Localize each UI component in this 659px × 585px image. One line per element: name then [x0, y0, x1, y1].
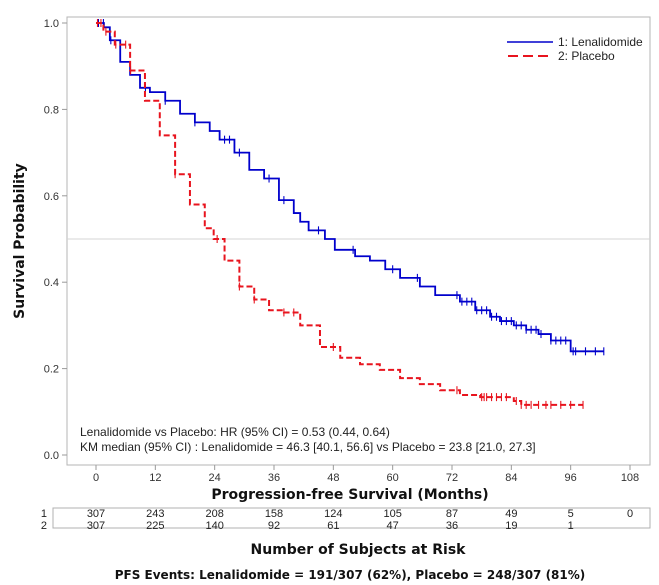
pfs-events-footer: PFS Events: Lenalidomide = 191/307 (62%)…	[115, 568, 586, 582]
risk-row-label: 2	[41, 520, 47, 532]
risk-table-title: Number of Subjects at Risk	[251, 542, 467, 558]
y-axis-title: Survival Probability	[12, 163, 28, 319]
risk-count: 1	[568, 520, 574, 532]
legend-label-lenalidomide: 1: Lenalidomide	[558, 35, 643, 49]
x-tick-label: 96	[565, 472, 577, 484]
y-tick-label: 0.0	[44, 450, 59, 462]
risk-row-label: 1	[41, 508, 47, 520]
y-tick-label: 0.2	[44, 364, 59, 376]
x-tick-label: 0	[93, 472, 99, 484]
risk-count: 92	[268, 520, 280, 532]
risk-count: 243	[146, 508, 164, 520]
x-axis-title: Progression-free Survival (Months)	[211, 487, 488, 503]
x-tick-label: 72	[446, 472, 458, 484]
risk-count: 225	[146, 520, 164, 532]
risk-table: 1 307 243 208 158 124 105 87 49 5 0 2 307 225 140 92 61 4…	[41, 508, 633, 532]
km-curve-placebo	[96, 22, 584, 406]
km-curve-lenalidomide	[96, 22, 604, 353]
risk-count: 36	[446, 520, 458, 532]
survival-curves	[96, 19, 605, 409]
x-tick-label: 12	[149, 472, 161, 484]
y-axis: 0.0 0.2 0.4 0.6 0.8 1.0	[44, 18, 67, 462]
y-tick-label: 0.4	[44, 277, 59, 289]
legend: 1: Lenalidomide 2: Placebo	[507, 35, 643, 63]
risk-count: 208	[205, 508, 223, 520]
x-tick-label: 36	[268, 472, 280, 484]
risk-count: 307	[87, 508, 105, 520]
risk-count: 158	[265, 508, 283, 520]
risk-count: 47	[387, 520, 399, 532]
x-tick-label: 84	[505, 472, 517, 484]
x-tick-label: 48	[327, 472, 339, 484]
x-tick-label: 24	[209, 472, 221, 484]
risk-count: 5	[568, 508, 574, 520]
risk-count: 0	[627, 508, 633, 520]
plot-frame	[66, 16, 651, 466]
risk-table-frame	[52, 507, 651, 529]
risk-count: 19	[505, 520, 517, 532]
x-tick-label: 60	[387, 472, 399, 484]
risk-count: 124	[324, 508, 342, 520]
risk-count: 105	[383, 508, 401, 520]
y-tick-label: 1.0	[44, 18, 59, 30]
risk-count: 140	[205, 520, 223, 532]
hazard-ratio-annotation: Lenalidomide vs Placebo: HR (95% CI) = 0…	[80, 425, 390, 439]
risk-count: 61	[327, 520, 339, 532]
x-tick-label: 108	[621, 472, 639, 484]
x-axis: 0 12 24 36 48 60 72 84 96 108	[93, 465, 639, 484]
legend-label-placebo: 2: Placebo	[558, 49, 615, 63]
risk-count: 87	[446, 508, 458, 520]
risk-count: 307	[87, 520, 105, 532]
risk-count: 49	[505, 508, 517, 520]
y-tick-label: 0.8	[44, 104, 59, 116]
y-tick-label: 0.6	[44, 191, 59, 203]
km-median-annotation: KM median (95% CI) : Lenalidomide = 46.3…	[80, 440, 536, 454]
